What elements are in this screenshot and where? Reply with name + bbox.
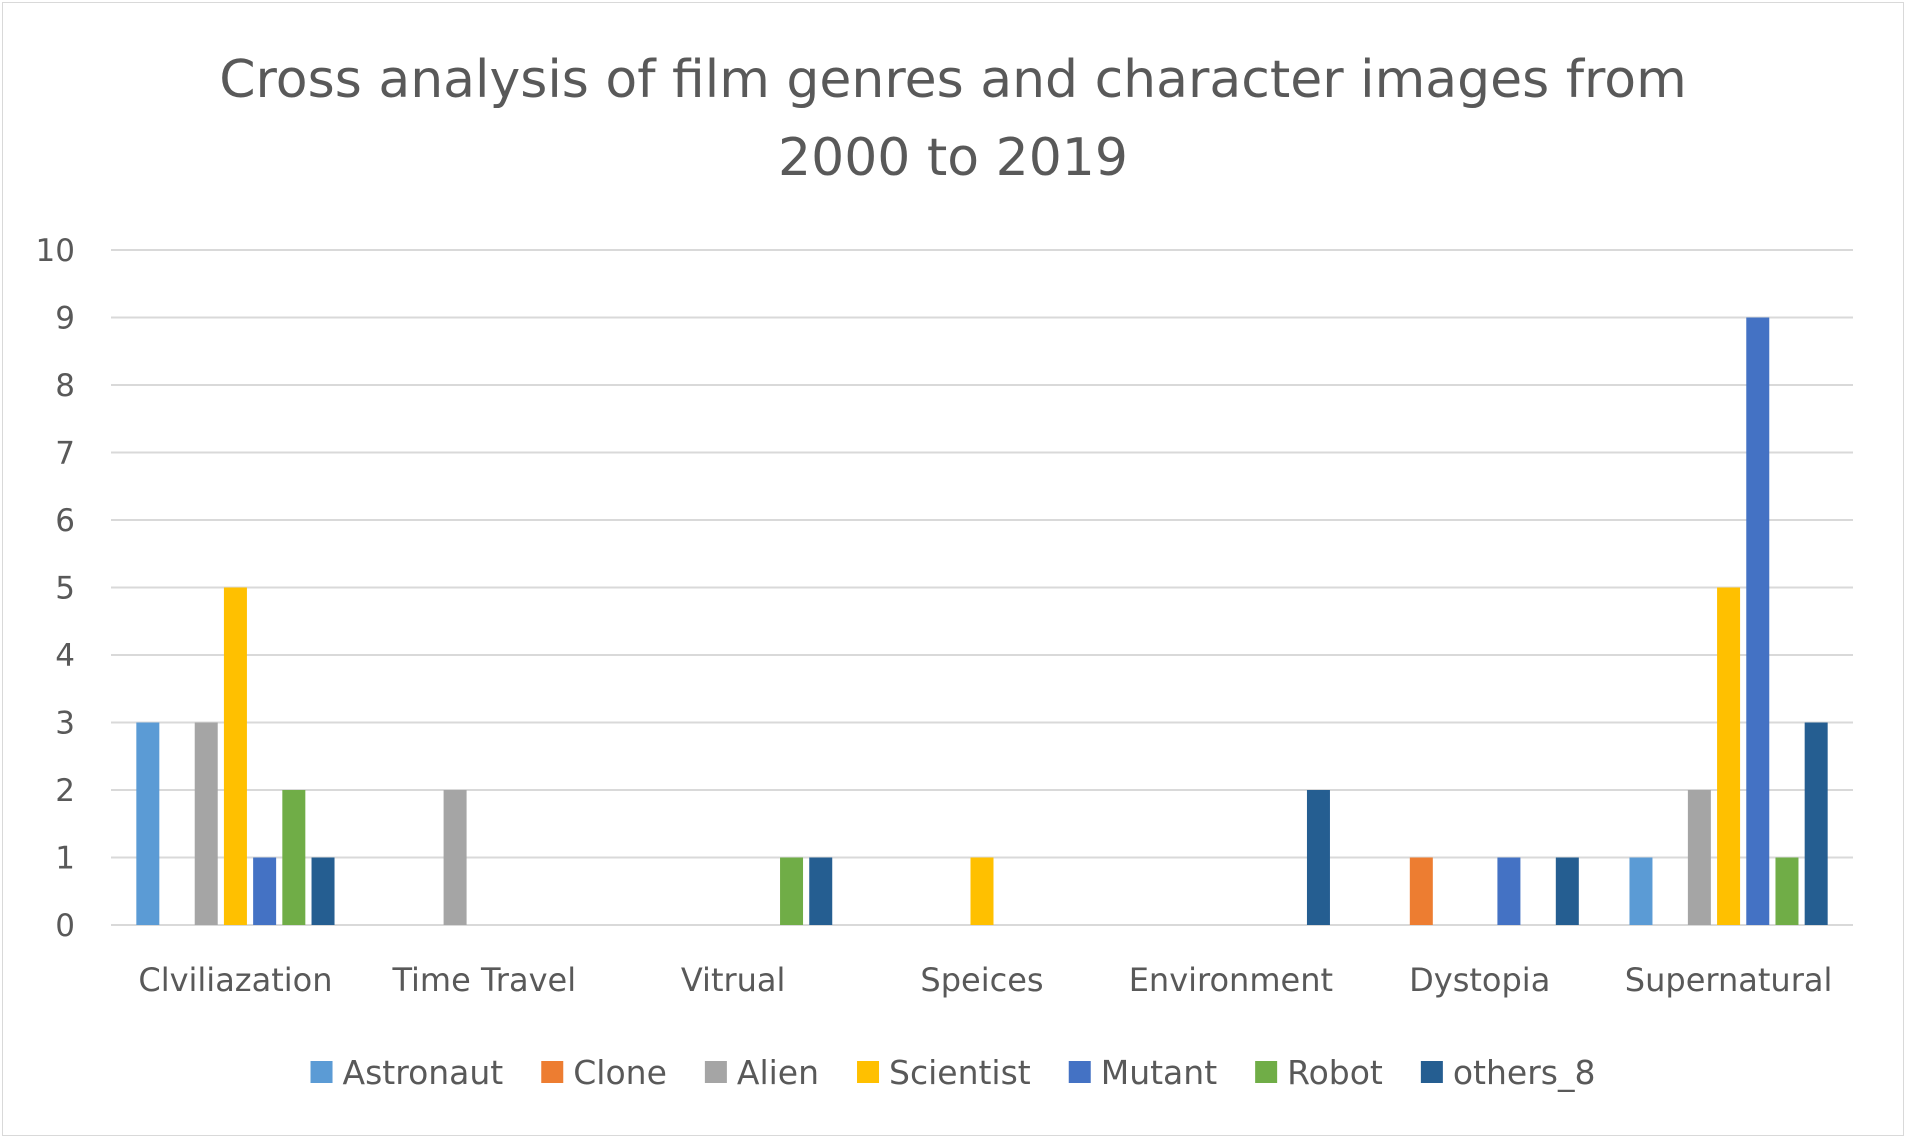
bar-others-8 bbox=[809, 857, 833, 925]
legend-item-clone: Clone bbox=[541, 1053, 667, 1092]
legend: Astronaut Clone Alien Scientist Mutant Robot o… bbox=[310, 1053, 1596, 1092]
y-tick-label: 8 bbox=[55, 368, 75, 404]
y-tick-label: 6 bbox=[55, 503, 75, 539]
legend-swatch bbox=[1420, 1061, 1443, 1083]
chart-title-line-2: 2000 to 2019 bbox=[778, 128, 1128, 188]
gridlines bbox=[111, 249, 1853, 926]
y-axis: 0 1 2 3 4 5 6 7 8 9 10 bbox=[36, 233, 75, 944]
y-tick-label: 7 bbox=[55, 436, 75, 472]
bar-mutant bbox=[253, 857, 277, 925]
bar-others-8 bbox=[311, 857, 335, 925]
legend-swatch bbox=[704, 1061, 727, 1083]
chart-canvas: Cross analysis of film genres and charac… bbox=[36, 50, 1853, 1092]
bar-robot bbox=[780, 857, 804, 925]
bar-scientist bbox=[1717, 587, 1741, 925]
y-tick-label: 4 bbox=[55, 638, 75, 674]
legend-label: others_8 bbox=[1453, 1053, 1596, 1092]
y-tick-label: 3 bbox=[55, 706, 75, 742]
bar-scientist bbox=[223, 587, 247, 925]
legend-label: Clone bbox=[573, 1053, 667, 1092]
legend-item-mutant: Mutant bbox=[1068, 1053, 1217, 1092]
chart-title-line-1: Cross analysis of film genres and charac… bbox=[219, 50, 1686, 110]
bar-clone bbox=[1409, 857, 1433, 925]
bar-astronaut bbox=[136, 722, 160, 925]
bar-mutant bbox=[1497, 857, 1521, 925]
legend-label: Robot bbox=[1287, 1053, 1383, 1092]
bar-alien bbox=[443, 790, 467, 925]
bar-robot bbox=[282, 790, 306, 925]
legend-swatch bbox=[857, 1061, 880, 1083]
legend-label: Alien bbox=[737, 1053, 819, 1092]
y-tick-label: 2 bbox=[55, 773, 75, 809]
legend-label: Scientist bbox=[889, 1053, 1031, 1092]
legend-item-robot: Robot bbox=[1255, 1053, 1383, 1092]
y-tick-label: 1 bbox=[55, 841, 75, 877]
bar-others-8 bbox=[1306, 790, 1330, 925]
bar-robot bbox=[1775, 857, 1799, 925]
legend-swatch bbox=[1255, 1061, 1278, 1083]
x-category-label: Supernatural bbox=[1625, 961, 1833, 999]
legend-item-scientist: Scientist bbox=[857, 1053, 1031, 1092]
y-tick-label: 10 bbox=[36, 233, 75, 269]
x-category-label: Environment bbox=[1129, 961, 1333, 999]
bar-others-8 bbox=[1804, 722, 1828, 925]
bar-alien bbox=[1687, 790, 1711, 925]
bar-others-8 bbox=[1555, 857, 1579, 925]
y-tick-label: 5 bbox=[55, 571, 75, 607]
legend-swatch bbox=[541, 1061, 564, 1083]
legend-swatch bbox=[1068, 1061, 1091, 1083]
bar-series bbox=[136, 317, 1828, 925]
legend-item-astronaut: Astronaut bbox=[310, 1053, 504, 1092]
bar-scientist bbox=[970, 857, 994, 925]
x-category-label: Vitrual bbox=[681, 961, 786, 999]
bar-astronaut bbox=[1629, 857, 1653, 925]
x-category-label: Clviliazation bbox=[138, 961, 332, 999]
legend-item-others-8: others_8 bbox=[1420, 1053, 1596, 1092]
chart-title: Cross analysis of film genres and charac… bbox=[219, 50, 1686, 188]
x-category-label: Speices bbox=[920, 961, 1043, 999]
y-tick-label: 0 bbox=[55, 908, 75, 944]
legend-label: Mutant bbox=[1101, 1053, 1217, 1092]
legend-label: Astronaut bbox=[343, 1053, 504, 1092]
x-category-label: Time Travel bbox=[391, 961, 576, 999]
y-tick-label: 9 bbox=[55, 301, 75, 337]
x-category-label: Dystopia bbox=[1409, 961, 1550, 999]
bar-alien bbox=[194, 722, 218, 925]
x-axis: Clviliazation Time Travel Vitrual Speices En… bbox=[138, 961, 1832, 999]
legend-swatch bbox=[310, 1061, 333, 1083]
legend-item-alien: Alien bbox=[704, 1053, 819, 1092]
bar-mutant bbox=[1746, 317, 1770, 925]
